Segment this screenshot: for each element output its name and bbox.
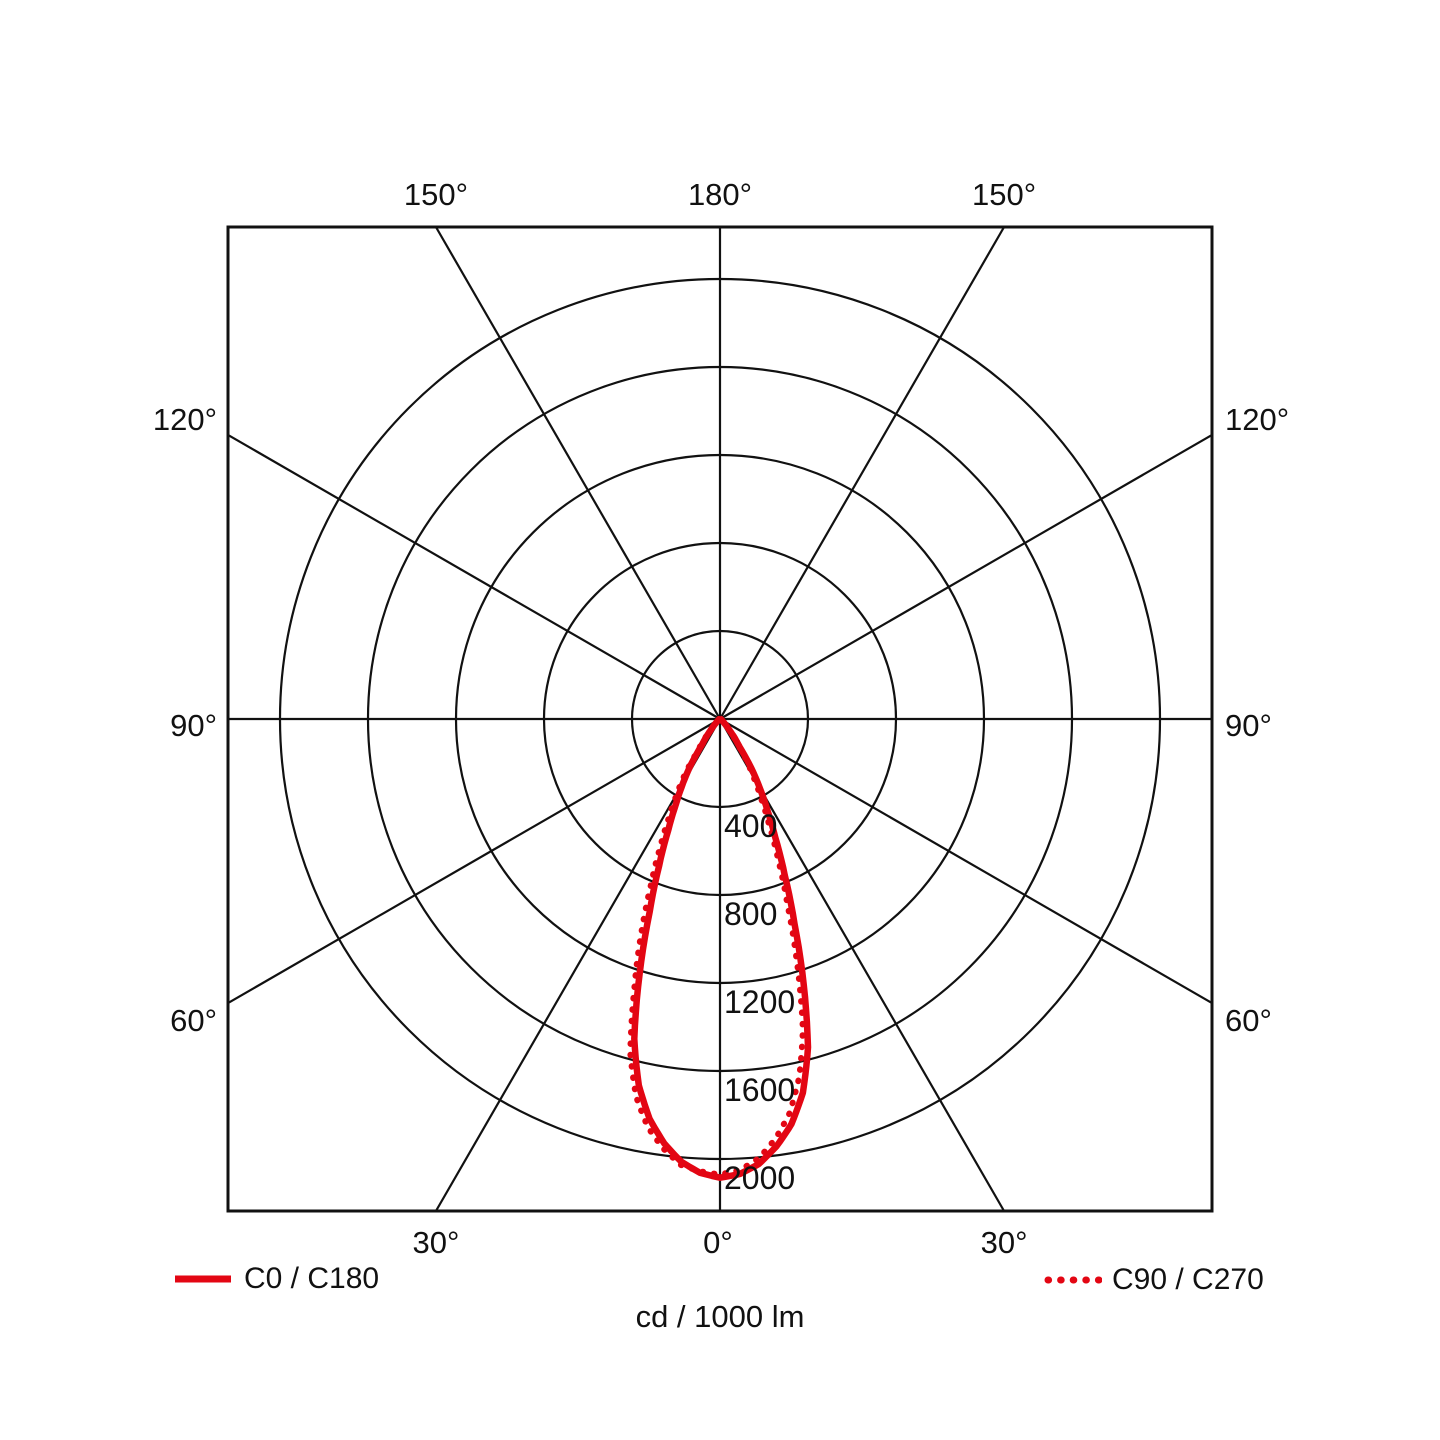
angle-label-top-2: 150° xyxy=(972,177,1036,212)
radial-tick-label-1600: 1600 xyxy=(724,1072,795,1108)
angle-label-right-1: 90° xyxy=(1225,708,1272,743)
angle-label-bottom-1: 0° xyxy=(703,1225,733,1260)
angle-label-top-0: 150° xyxy=(404,177,468,212)
radial-tick-label-1200: 1200 xyxy=(724,984,795,1020)
radial-tick-label-2000: 2000 xyxy=(724,1160,795,1196)
legend-label-c0-c180: C0 / C180 xyxy=(244,1262,380,1295)
angle-label-right-2: 60° xyxy=(1225,1003,1272,1038)
radial-unit-label: cd / 1000 lm xyxy=(635,1299,805,1334)
radial-line-330 xyxy=(434,718,721,1212)
legend-item-c0-c180: C0 / C180 xyxy=(172,1261,379,1297)
angle-label-right-0: 120° xyxy=(1225,402,1289,437)
radial-line-300 xyxy=(227,718,721,1005)
legend-label-c90-c270: C90 / C270 xyxy=(1112,1263,1264,1296)
legend-dotted-swatch xyxy=(1044,1276,1102,1284)
angle-label-top-1: 180° xyxy=(688,177,752,212)
angle-label-left-1: 90° xyxy=(170,708,217,743)
legend-solid-swatch xyxy=(175,1275,231,1283)
angle-label-bottom-2: 30° xyxy=(981,1225,1028,1260)
legend-item-c90-c270: C90 / C270 xyxy=(1044,1262,1264,1298)
angle-label-left-0: 120° xyxy=(153,402,217,437)
radial-line-210 xyxy=(434,226,721,720)
radial-line-60 xyxy=(719,718,1213,1005)
angle-label-left-2: 60° xyxy=(170,1003,217,1038)
radial-line-150 xyxy=(719,226,1006,720)
angle-label-bottom-0: 30° xyxy=(412,1225,459,1260)
radial-tick-label-400: 400 xyxy=(724,808,777,844)
radial-line-240 xyxy=(227,433,721,720)
curve-c90-c270 xyxy=(627,716,806,1178)
radial-line-120 xyxy=(719,433,1213,720)
radial-tick-label-800: 800 xyxy=(724,896,777,932)
